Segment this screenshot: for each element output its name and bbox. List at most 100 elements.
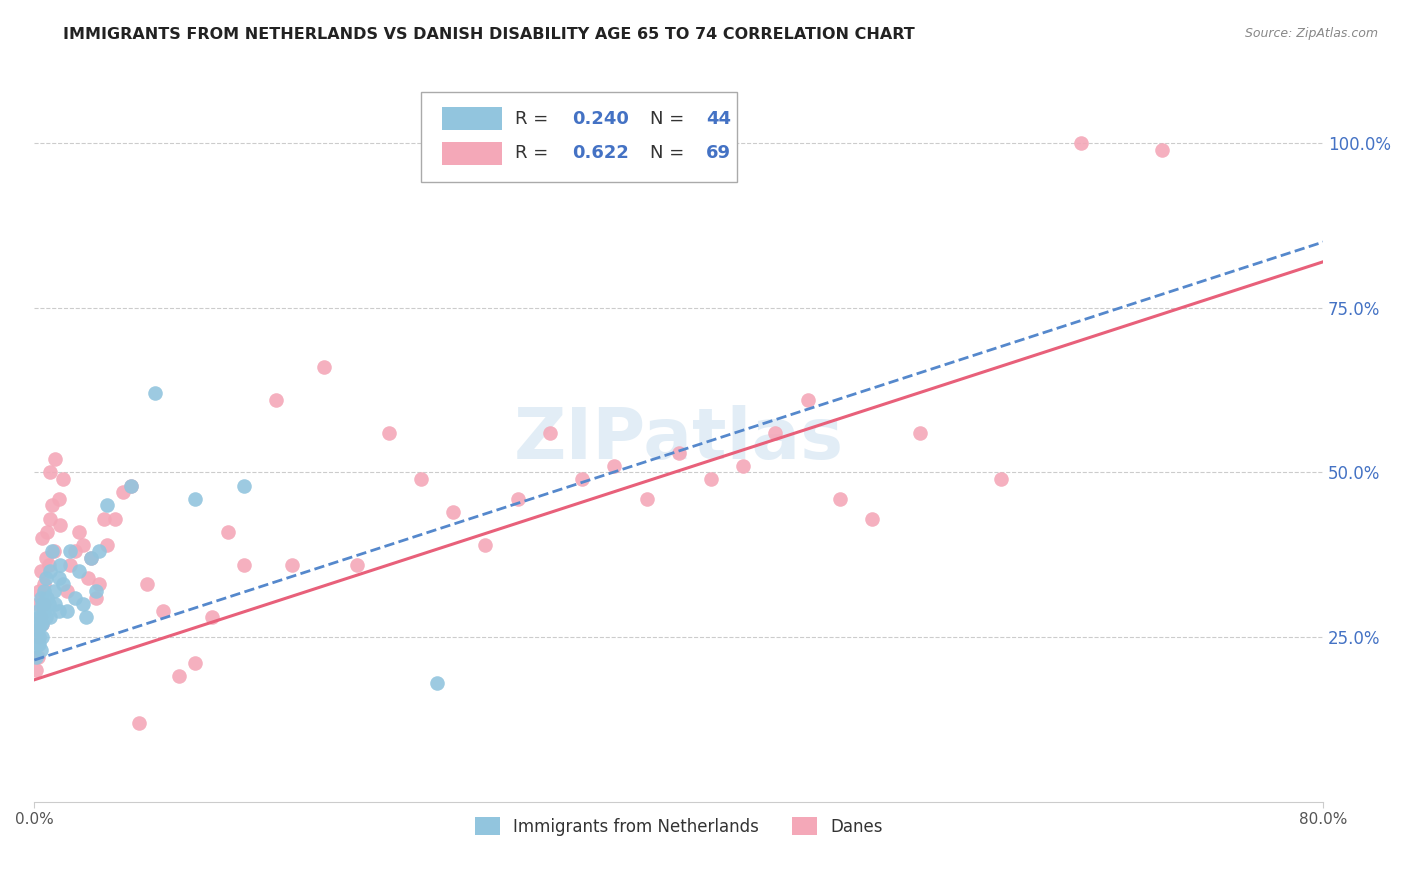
Point [232, 478, 254, 492]
Point [41, 544, 63, 558]
Point [538, 425, 561, 440]
Point [25, 649, 48, 664]
Point [264, 392, 287, 407]
Point [184, 491, 207, 506]
Point [39, 610, 62, 624]
Text: 44: 44 [706, 110, 731, 128]
Point [38, 558, 60, 572]
Text: R =: R = [515, 110, 554, 128]
Point [30, 643, 52, 657]
Point [104, 511, 127, 525]
Point [28, 630, 51, 644]
Point [378, 425, 401, 440]
Point [69, 524, 91, 539]
Point [96, 499, 118, 513]
Point [314, 360, 336, 375]
Text: 0.240: 0.240 [572, 110, 628, 128]
Point [76, 571, 98, 585]
Text: 69: 69 [706, 145, 731, 162]
Point [30, 591, 52, 605]
Point [1150, 143, 1173, 157]
Text: Source: ZipAtlas.com: Source: ZipAtlas.com [1244, 27, 1378, 40]
Point [200, 610, 222, 624]
Point [571, 472, 593, 486]
Point [31, 531, 53, 545]
Point [30, 616, 52, 631]
Point [796, 392, 818, 407]
Point [72, 538, 94, 552]
FancyBboxPatch shape [441, 107, 502, 130]
Point [28, 630, 51, 644]
Point [828, 491, 851, 506]
Point [281, 558, 304, 572]
Point [32, 583, 55, 598]
Point [52, 577, 75, 591]
Point [25, 616, 48, 631]
Point [96, 538, 118, 552]
Point [34, 610, 56, 624]
Point [27, 637, 49, 651]
Point [700, 472, 723, 486]
Point [409, 472, 432, 486]
Point [128, 715, 150, 730]
Point [38, 597, 60, 611]
Point [25, 624, 48, 638]
Point [27, 649, 49, 664]
Point [75, 610, 97, 624]
Point [39, 564, 62, 578]
Point [42, 583, 65, 598]
Point [34, 571, 56, 585]
Point [34, 551, 56, 566]
Point [59, 544, 82, 558]
Point [32, 604, 55, 618]
Point [120, 478, 142, 492]
Point [44, 452, 66, 467]
Point [84, 591, 107, 605]
Legend: Immigrants from Netherlands, Danes: Immigrants from Netherlands, Danes [467, 809, 891, 844]
Point [232, 558, 254, 572]
Point [910, 425, 932, 440]
Text: IMMIGRANTS FROM NETHERLANDS VS DANISH DISABILITY AGE 65 TO 74 CORRELATION CHART: IMMIGRANTS FROM NETHERLANDS VS DANISH DI… [63, 27, 915, 42]
Text: ZIPatlas: ZIPatlas [513, 405, 844, 474]
Point [1070, 136, 1092, 151]
Point [39, 511, 62, 525]
Point [72, 597, 94, 611]
Text: 0.622: 0.622 [572, 145, 628, 162]
Point [152, 604, 174, 618]
Point [55, 583, 77, 598]
Point [765, 425, 787, 440]
Point [25, 663, 48, 677]
Point [27, 624, 49, 638]
Point [217, 524, 239, 539]
Point [49, 518, 72, 533]
Point [603, 458, 626, 473]
Point [27, 597, 49, 611]
Point [169, 669, 191, 683]
Point [636, 491, 658, 506]
Point [143, 386, 166, 401]
Text: N =: N = [651, 145, 690, 162]
Point [80, 551, 103, 566]
Point [120, 478, 142, 492]
Point [52, 472, 75, 486]
Point [84, 583, 107, 598]
Point [733, 458, 755, 473]
Point [48, 604, 70, 618]
Point [44, 597, 66, 611]
Point [506, 491, 529, 506]
Point [93, 511, 115, 525]
FancyBboxPatch shape [420, 92, 737, 183]
Point [39, 466, 62, 480]
Text: N =: N = [651, 110, 690, 128]
Text: R =: R = [515, 145, 554, 162]
Point [28, 610, 51, 624]
Point [28, 637, 51, 651]
Point [63, 591, 86, 605]
Point [37, 524, 59, 539]
Point [87, 544, 110, 558]
Point [668, 445, 690, 459]
Point [48, 571, 70, 585]
Point [990, 472, 1012, 486]
Point [31, 616, 53, 631]
Point [346, 558, 368, 572]
